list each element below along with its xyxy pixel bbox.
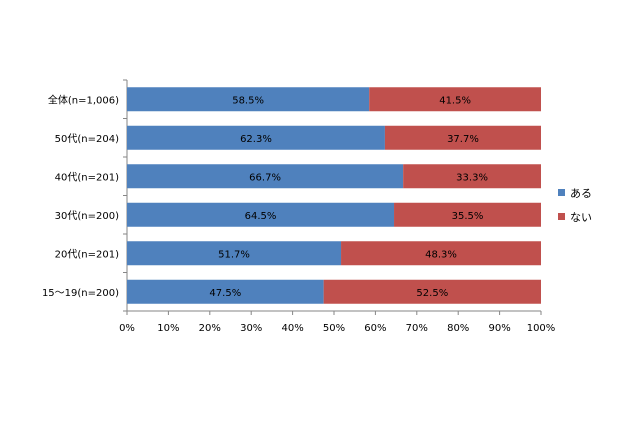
category-label: 20代(n=201) bbox=[55, 248, 119, 260]
data-label: 33.3% bbox=[456, 172, 488, 183]
legend-label: ある bbox=[570, 187, 592, 200]
bar-aru bbox=[127, 241, 342, 266]
data-label: 51.7% bbox=[218, 249, 250, 260]
bar-nai bbox=[384, 125, 541, 150]
category-label: 30代(n=200) bbox=[55, 210, 119, 222]
bar-nai bbox=[369, 87, 541, 112]
bar-aru bbox=[127, 164, 404, 189]
x-tick-label: 70% bbox=[406, 323, 428, 334]
data-label: 35.5% bbox=[452, 211, 484, 222]
bar-aru bbox=[127, 87, 370, 112]
bar-nai bbox=[403, 164, 541, 189]
x-tick-label: 80% bbox=[447, 323, 469, 334]
category-label: 15～19(n=200) bbox=[42, 288, 119, 299]
x-tick-label: 60% bbox=[364, 323, 386, 334]
data-label: 48.3% bbox=[425, 249, 457, 260]
bar-aru bbox=[127, 125, 385, 150]
plot-area: 0% 10% 20% 30% 40% 50% 60% 70% 80% 90% 100% 全体(n=1,… bbox=[42, 79, 556, 334]
x-tick-label: 90% bbox=[488, 323, 510, 334]
x-tick-label: 40% bbox=[281, 323, 303, 334]
x-tick-label: 100% bbox=[527, 323, 556, 334]
category-label: 50代(n=204) bbox=[55, 133, 119, 145]
bar-aru bbox=[127, 279, 324, 304]
category-label: 全体(n=1,006) bbox=[48, 93, 119, 106]
bar-aru bbox=[127, 202, 395, 227]
data-label: 47.5% bbox=[209, 288, 241, 299]
legend-label: ない bbox=[570, 211, 592, 224]
bar-nai bbox=[323, 279, 541, 304]
category-label: 40代(n=201) bbox=[55, 171, 119, 183]
data-label: 41.5% bbox=[439, 95, 471, 106]
data-label: 58.5% bbox=[232, 95, 264, 106]
x-tick-label: 50% bbox=[323, 323, 345, 334]
legend-swatch bbox=[558, 213, 565, 220]
legend-swatch bbox=[558, 189, 565, 196]
data-label: 64.5% bbox=[245, 211, 277, 222]
data-label: 62.3% bbox=[240, 134, 272, 145]
x-tick-label: 20% bbox=[199, 323, 221, 334]
bar-nai bbox=[394, 202, 541, 227]
data-label: 37.7% bbox=[447, 134, 479, 145]
x-tick-label: 30% bbox=[240, 323, 262, 334]
data-label: 52.5% bbox=[416, 288, 448, 299]
data-label: 66.7% bbox=[249, 172, 281, 183]
x-tick-label: 10% bbox=[157, 323, 179, 334]
bar-nai bbox=[341, 241, 541, 266]
x-tick-label: 0% bbox=[119, 323, 135, 334]
